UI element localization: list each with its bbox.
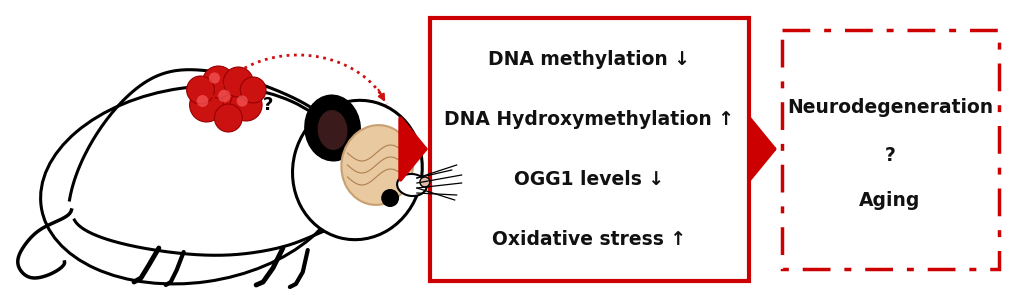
Ellipse shape bbox=[317, 110, 347, 150]
Circle shape bbox=[236, 95, 248, 107]
Circle shape bbox=[230, 89, 262, 121]
Text: OGG1 levels ↓: OGG1 levels ↓ bbox=[514, 170, 663, 189]
Ellipse shape bbox=[41, 86, 346, 284]
Circle shape bbox=[190, 88, 223, 122]
Circle shape bbox=[209, 72, 220, 84]
Text: Oxidative stress ↑: Oxidative stress ↑ bbox=[492, 230, 686, 249]
Circle shape bbox=[210, 82, 246, 118]
Circle shape bbox=[197, 95, 208, 107]
Bar bbox=[430, 18, 749, 281]
Ellipse shape bbox=[292, 100, 422, 240]
Circle shape bbox=[203, 66, 234, 98]
Circle shape bbox=[186, 76, 214, 104]
Ellipse shape bbox=[341, 125, 413, 205]
Text: ?: ? bbox=[263, 96, 273, 114]
Circle shape bbox=[420, 177, 429, 187]
Circle shape bbox=[214, 104, 242, 132]
Text: Neurodegeneration: Neurodegeneration bbox=[787, 98, 993, 117]
Circle shape bbox=[381, 189, 398, 207]
Bar bbox=[781, 30, 999, 269]
Ellipse shape bbox=[396, 174, 426, 196]
Text: DNA methylation ↓: DNA methylation ↓ bbox=[488, 50, 690, 69]
Text: ?: ? bbox=[883, 146, 895, 165]
Circle shape bbox=[240, 77, 266, 103]
Text: DNA Hydroxymethylation ↑: DNA Hydroxymethylation ↑ bbox=[444, 110, 734, 129]
Ellipse shape bbox=[305, 96, 360, 161]
Circle shape bbox=[223, 67, 253, 97]
Text: Aging: Aging bbox=[859, 191, 920, 210]
Circle shape bbox=[218, 90, 230, 102]
